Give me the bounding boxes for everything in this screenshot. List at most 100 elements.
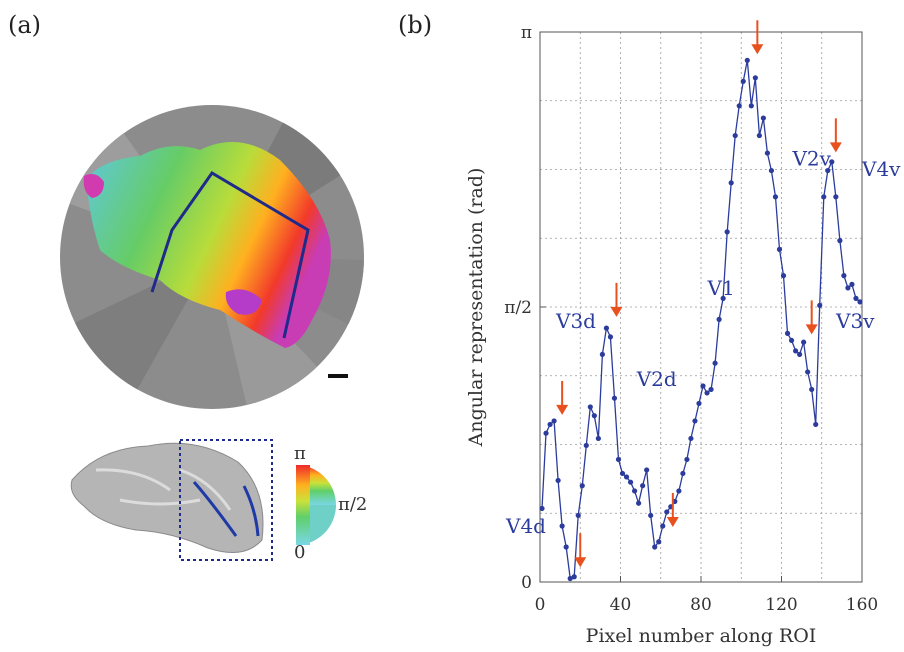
area-label-v3v: V3v [835, 309, 875, 333]
data-point [571, 574, 577, 580]
colorbar-bottom-label: 0 [294, 542, 305, 563]
data-point [792, 348, 799, 354]
data-point [688, 435, 694, 442]
data-point [696, 400, 702, 407]
flatmap-disc [60, 105, 364, 409]
data-point [664, 509, 670, 515]
grid [540, 32, 862, 582]
data-point [547, 421, 553, 428]
data-point [849, 281, 855, 287]
data-point [825, 167, 831, 174]
data-point [756, 132, 762, 139]
data-point [539, 505, 545, 512]
y-tick-label: 0 [521, 573, 532, 593]
data-point [704, 390, 710, 396]
data-point [780, 273, 787, 279]
data-point [776, 246, 783, 252]
panel-a-label: (a) [8, 11, 41, 39]
data-point [652, 544, 658, 550]
activation-map [86, 142, 331, 348]
data-point [708, 386, 714, 393]
area-label-v2v: V2v [791, 146, 831, 170]
data-point [788, 337, 795, 344]
data-point [567, 575, 573, 582]
data-point [684, 456, 690, 463]
data-point [805, 369, 811, 375]
data-point [853, 295, 859, 301]
data-point [607, 334, 614, 340]
data-point [700, 383, 706, 389]
data-point [575, 512, 581, 519]
y-tick-label: π [521, 23, 532, 43]
data-point [784, 330, 791, 336]
data-point [797, 351, 803, 358]
data-point [748, 103, 754, 109]
data-point [845, 285, 851, 291]
x-tick-label: 0 [535, 595, 546, 615]
data-point [829, 159, 835, 165]
arrow-head [829, 142, 842, 153]
data-point [744, 57, 750, 63]
arrow-head [574, 557, 587, 568]
arrows [556, 20, 842, 568]
data-point [837, 238, 843, 244]
data-point [768, 167, 775, 174]
angular-plot: 0 40 80 120 160 0 π/2 π V4d V3d V2d V1 V2v V4v V3v Pi… [465, 20, 901, 647]
arrow-head [666, 516, 679, 527]
data-point [648, 512, 654, 519]
data-point [551, 418, 557, 424]
data-point [801, 339, 807, 345]
colorbar-mid-label: π/2 [338, 494, 367, 515]
data-point [587, 404, 593, 410]
roi-box [179, 439, 273, 561]
x-axis-title: Pixel number along ROI [586, 625, 817, 647]
area-label-v1: V1 [707, 276, 735, 300]
data-point [720, 295, 726, 301]
area-label-v4v: V4v [861, 157, 901, 181]
data-point [740, 78, 746, 84]
data-point [583, 442, 589, 449]
data-point [833, 194, 839, 200]
data-point [841, 273, 847, 279]
x-tick-label: 160 [846, 595, 878, 615]
data-point [728, 180, 734, 186]
data-point [595, 435, 601, 442]
data-point [615, 456, 622, 463]
panel-b-label: (b) [398, 11, 432, 39]
series-points [539, 57, 863, 582]
area-label-v3d: V3d [555, 309, 596, 333]
data-point [603, 325, 610, 331]
data-point [563, 544, 569, 550]
data-point [692, 418, 698, 424]
y-axis-title: Angular representation (rad) [465, 168, 487, 448]
data-point [656, 539, 662, 545]
y-tick-label: π/2 [504, 298, 532, 318]
data-point [611, 395, 618, 401]
arrow-head [556, 404, 569, 415]
data-point [543, 430, 549, 436]
x-tick-label: 120 [765, 595, 797, 615]
data-point [623, 474, 630, 480]
arrow-head [751, 44, 764, 55]
roi-path [150, 171, 310, 339]
ticks: 0 40 80 120 160 0 π/2 π [504, 23, 878, 615]
data-point [636, 500, 642, 506]
activation-spot [83, 174, 104, 198]
data-point [736, 103, 742, 109]
x-tick-label: 40 [610, 595, 632, 615]
area-labels: V4d V3d V2d V1 V2v V4v V3v [505, 146, 901, 538]
data-point [760, 115, 766, 121]
x-tick-label: 80 [690, 595, 712, 615]
data-point [591, 413, 597, 419]
series-line-path [541, 60, 861, 580]
data-point [813, 421, 819, 428]
data-point [579, 483, 585, 489]
series-line [541, 60, 861, 580]
data-point [559, 523, 565, 529]
data-point [857, 299, 863, 305]
colorbar-top-label: π [294, 443, 306, 464]
data-point [660, 523, 666, 529]
data-point [680, 470, 686, 477]
data-point [599, 351, 605, 358]
